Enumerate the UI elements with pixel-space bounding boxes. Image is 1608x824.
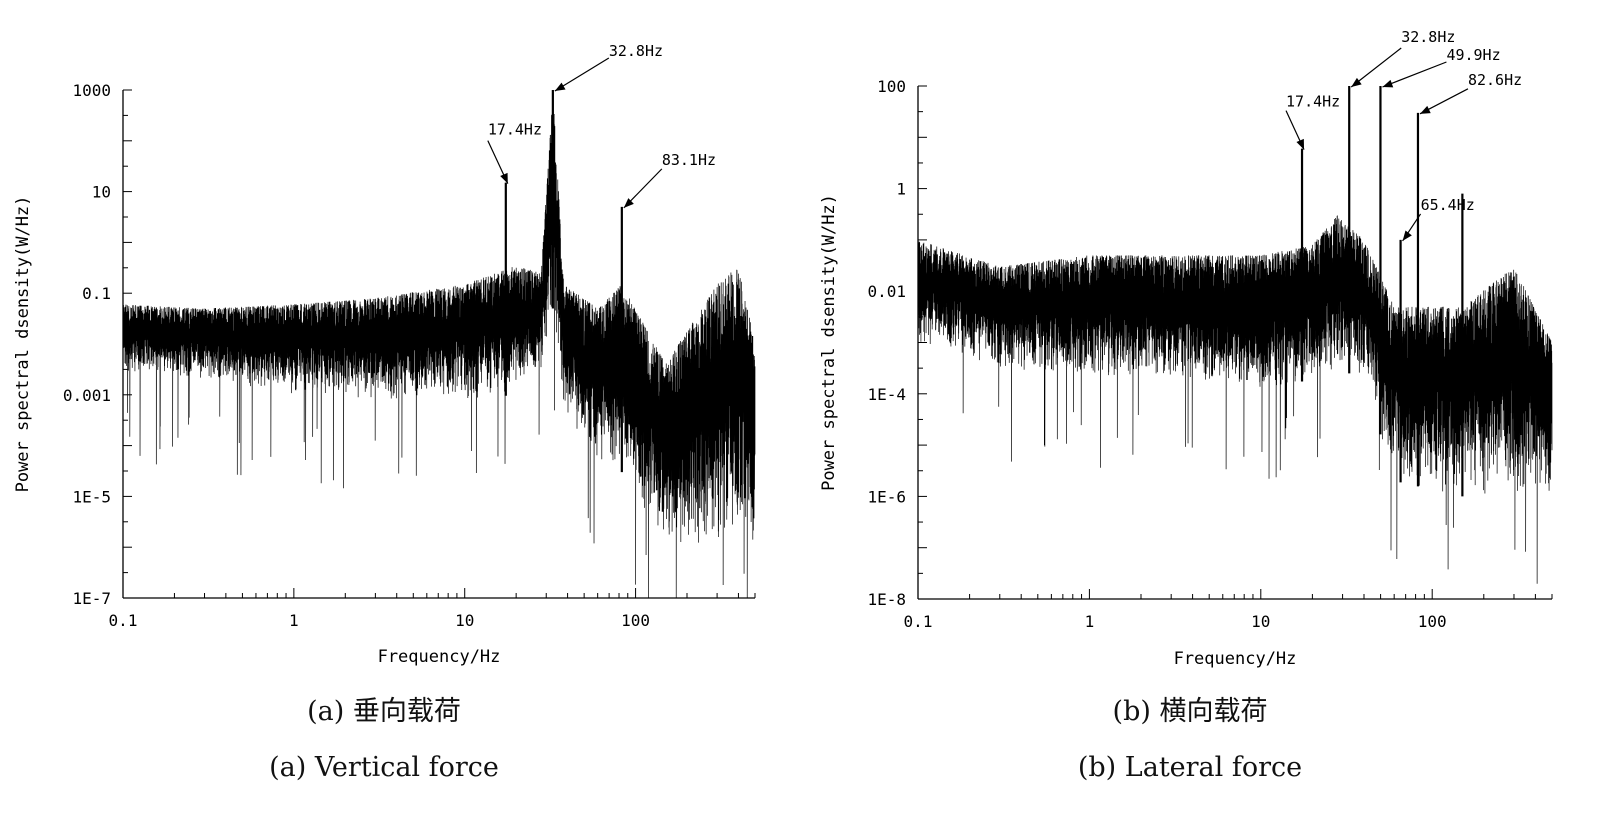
peak-annotation-label: 17.4Hz	[1286, 93, 1340, 111]
peak-annotation-label: 32.8Hz	[1401, 28, 1455, 46]
y-tick-label: 1E-6	[867, 487, 906, 506]
peak-annotation-label: 49.9Hz	[1446, 46, 1500, 64]
annotation-arrowhead	[623, 198, 634, 208]
y-tick-label: 1E-7	[72, 589, 111, 608]
x-tick-label: 100	[1418, 612, 1447, 631]
caption-english: (b) Lateral force	[1078, 752, 1302, 783]
annotation-arrowhead	[1419, 105, 1431, 114]
x-tick-label: 10	[455, 611, 474, 630]
peak-annotation-label: 83.1Hz	[662, 151, 716, 169]
y-axis-title: Power spectral dsensity(W/Hz)	[819, 194, 839, 491]
peak-annotation-label: 65.4Hz	[1421, 196, 1475, 214]
psd-trace	[122, 93, 756, 599]
chart-panel-a: 0.1 1 10 100 1E-7 1E-5 0.001 0.1 10 1000 Frequency…	[13, 42, 756, 667]
x-tick-label: 10	[1251, 612, 1270, 631]
peak-annotation-label: 17.4Hz	[488, 121, 542, 139]
chart-panel-b: 0.1 1 10 100 1E-8 1E-6 1E-4 0.01 1 100 Frequency/H…	[819, 28, 1553, 669]
annotation-arrowhead	[1351, 77, 1362, 87]
x-axis-title: Frequency/Hz	[378, 647, 501, 667]
x-tick-label: 100	[621, 611, 650, 630]
y-tick-label: 1E-5	[72, 487, 111, 506]
x-tick-label: 0.1	[904, 612, 933, 631]
y-tick-label: 1E-4	[867, 385, 906, 404]
x-tick-label: 1	[1085, 612, 1095, 631]
annotation-arrow	[1382, 61, 1447, 88]
x-tick-label: 0.1	[109, 611, 138, 630]
x-axis-title: Frequency/Hz	[1174, 649, 1297, 669]
x-tick-label: 1	[289, 611, 299, 630]
annotation-arrowhead	[1296, 138, 1305, 150]
caption-chinese: (b) 横向载荷	[1113, 696, 1268, 727]
y-tick-label: 0.001	[63, 386, 111, 405]
annotation-arrowhead	[500, 172, 508, 184]
y-tick-label: 1000	[72, 81, 111, 100]
caption-chinese: (a) 垂向载荷	[307, 696, 461, 727]
y-tick-label: 0.01	[867, 282, 906, 301]
y-axis-title: Power spectral dsensity(W/Hz)	[13, 196, 33, 493]
annotation-arrow	[554, 57, 610, 92]
annotation-arrowhead	[1382, 79, 1394, 88]
y-tick-label: 0.1	[82, 284, 111, 303]
y-tick-label: 1	[896, 180, 906, 199]
annotation-arrowhead	[1402, 230, 1412, 241]
y-tick-label: 1E-8	[867, 590, 906, 609]
caption-english: (a) Vertical force	[269, 752, 499, 783]
y-tick-label: 10	[92, 183, 111, 202]
peak-annotation-label: 32.8Hz	[609, 42, 663, 60]
annotation-arrowhead	[554, 82, 566, 91]
peak-annotation-label: 82.6Hz	[1468, 71, 1522, 89]
y-tick-label: 100	[877, 77, 906, 96]
annotation-arrow	[1350, 47, 1402, 88]
psd-trace	[917, 215, 1553, 584]
